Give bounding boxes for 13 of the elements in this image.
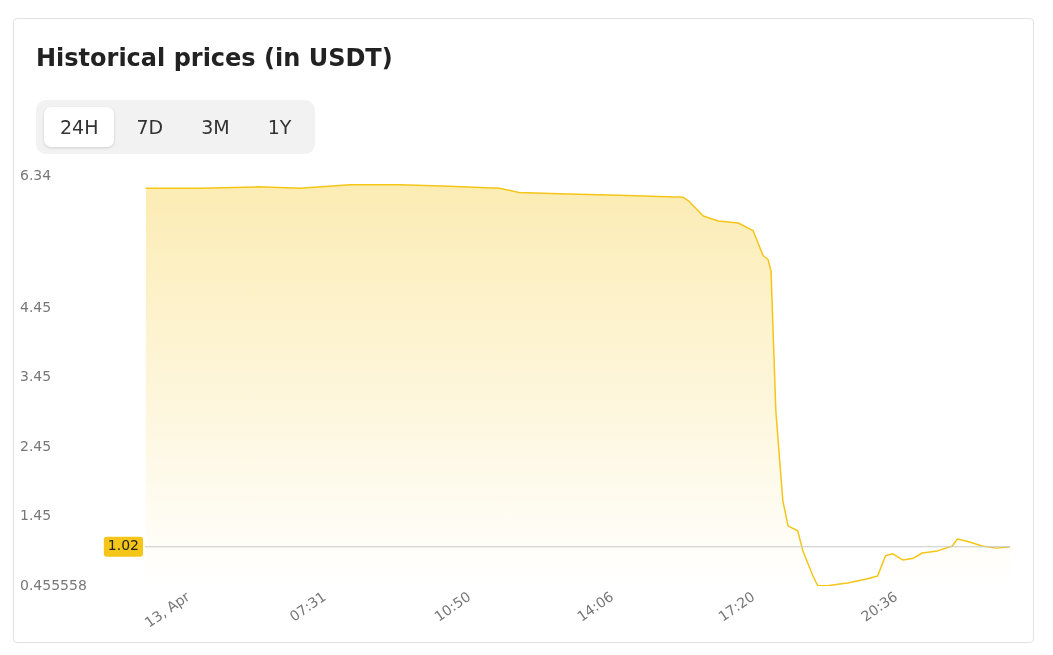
text: 3M — [200, 115, 231, 140]
y-tick-label: 4.45 — [20, 298, 52, 315]
ref-line-label: 1.02 — [107, 537, 139, 554]
y-tick-label: 2.45 — [20, 437, 52, 454]
text: 24H — [44, 107, 115, 147]
x-tick-label: 13, Apr — [141, 588, 193, 631]
y-tick-label: 0.455558 — [20, 576, 87, 593]
y-tick-label: 6.34 — [20, 167, 52, 184]
y-tick-label: 1.45 — [20, 507, 52, 524]
text: 7D — [135, 115, 165, 140]
chart-title: Historical prices (in USDT) — [36, 44, 393, 72]
y-tick-label: 3.45 — [20, 368, 52, 385]
text: 1Y — [266, 115, 293, 140]
